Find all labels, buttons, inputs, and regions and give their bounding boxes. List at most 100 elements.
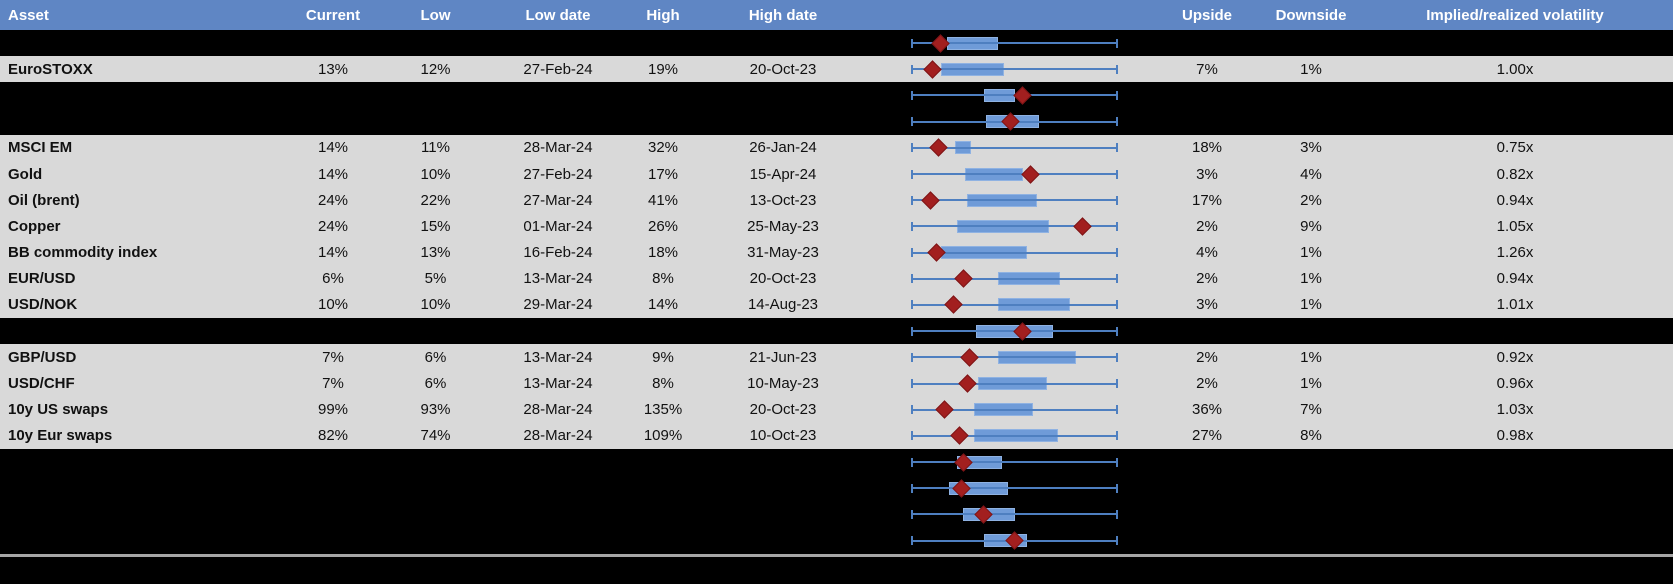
- cell-upside[interactable]: 2%: [1196, 375, 1218, 393]
- col-header-downside[interactable]: Downside: [1275, 6, 1347, 24]
- cell-upside[interactable]: 3%: [1196, 165, 1218, 183]
- cell-current[interactable]: 10%: [317, 296, 349, 314]
- cell-current[interactable]: 13%: [317, 60, 349, 78]
- cell-upside[interactable]: 4%: [1196, 244, 1218, 262]
- cell-implied-realized[interactable]: 1.03x: [1496, 401, 1534, 419]
- col-header-upside[interactable]: Upside: [1181, 6, 1232, 24]
- col-header-high[interactable]: High: [646, 6, 680, 24]
- col-header-high-date[interactable]: High date: [748, 6, 818, 24]
- cell-high[interactable]: 109%: [643, 427, 683, 445]
- cell-high-date[interactable]: 31-May-23: [747, 244, 819, 262]
- cell-current[interactable]: 14%: [317, 139, 349, 157]
- col-header-asset[interactable]: Asset: [8, 6, 49, 24]
- cell-asset[interactable]: Copper: [8, 217, 61, 235]
- cell-low[interactable]: 6%: [424, 348, 447, 366]
- cell-upside[interactable]: 7%: [1196, 60, 1218, 78]
- cell-upside[interactable]: 2%: [1196, 348, 1218, 366]
- cell-low-date[interactable]: 27-Mar-24: [523, 191, 593, 209]
- cell-asset[interactable]: 10y Eur swaps: [8, 427, 113, 445]
- cell-current[interactable]: 24%: [317, 191, 349, 209]
- cell-implied-realized[interactable]: 0.94x: [1496, 270, 1534, 288]
- cell-high-date[interactable]: 20-Oct-23: [749, 270, 817, 288]
- cell-low[interactable]: 15%: [420, 217, 451, 235]
- cell-upside[interactable]: 2%: [1196, 217, 1218, 235]
- cell-current[interactable]: 99%: [317, 401, 349, 419]
- col-header-current[interactable]: Current: [305, 6, 361, 24]
- cell-high[interactable]: 9%: [652, 348, 674, 366]
- cell-asset[interactable]: USD/CHF: [8, 375, 75, 393]
- cell-upside[interactable]: 27%: [1191, 427, 1223, 445]
- cell-current[interactable]: 14%: [317, 244, 349, 262]
- cell-current[interactable]: 24%: [317, 217, 349, 235]
- cell-implied-realized[interactable]: 0.94x: [1496, 191, 1534, 209]
- cell-implied-realized[interactable]: 0.75x: [1496, 139, 1534, 157]
- cell-upside[interactable]: 17%: [1191, 191, 1223, 209]
- col-header-low-date[interactable]: Low date: [525, 6, 591, 24]
- cell-high-date[interactable]: 26-Jan-24: [749, 139, 817, 157]
- cell-upside[interactable]: 18%: [1191, 139, 1223, 157]
- cell-implied-realized[interactable]: 0.98x: [1496, 427, 1534, 445]
- cell-asset[interactable]: EUR/USD: [8, 270, 76, 288]
- cell-high-date[interactable]: 21-Jun-23: [749, 348, 817, 366]
- cell-high[interactable]: 18%: [647, 244, 679, 262]
- cell-current[interactable]: 6%: [322, 270, 344, 288]
- cell-low-date[interactable]: 01-Mar-24: [523, 217, 593, 235]
- cell-upside[interactable]: 36%: [1191, 401, 1223, 419]
- cell-low-date[interactable]: 27-Feb-24: [523, 60, 593, 78]
- cell-implied-realized[interactable]: 1.26x: [1496, 244, 1534, 262]
- cell-downside[interactable]: 7%: [1300, 401, 1322, 419]
- cell-high[interactable]: 26%: [647, 217, 679, 235]
- cell-high[interactable]: 32%: [647, 139, 679, 157]
- cell-low[interactable]: 12%: [420, 60, 451, 78]
- cell-high[interactable]: 17%: [647, 165, 679, 183]
- cell-asset[interactable]: Oil (brent): [8, 191, 80, 209]
- cell-current[interactable]: 14%: [317, 165, 349, 183]
- col-header-implied-realized[interactable]: Implied/realized volatility: [1426, 6, 1604, 24]
- cell-downside[interactable]: 4%: [1300, 165, 1322, 183]
- cell-upside[interactable]: 3%: [1196, 296, 1218, 314]
- cell-low[interactable]: 10%: [420, 296, 451, 314]
- cell-downside[interactable]: 1%: [1300, 348, 1322, 366]
- cell-current[interactable]: 7%: [322, 375, 344, 393]
- cell-low[interactable]: 22%: [420, 191, 451, 209]
- cell-high[interactable]: 14%: [647, 296, 679, 314]
- cell-high[interactable]: 135%: [643, 401, 683, 419]
- cell-downside[interactable]: 1%: [1300, 270, 1322, 288]
- cell-high-date[interactable]: 10-May-23: [747, 375, 819, 393]
- col-header-low[interactable]: Low: [420, 6, 451, 24]
- cell-high-date[interactable]: 13-Oct-23: [749, 191, 817, 209]
- cell-low[interactable]: 13%: [420, 244, 451, 262]
- cell-implied-realized[interactable]: 1.01x: [1496, 296, 1534, 314]
- cell-implied-realized[interactable]: 1.00x: [1496, 60, 1534, 78]
- cell-implied-realized[interactable]: 0.96x: [1496, 375, 1534, 393]
- cell-high[interactable]: 8%: [652, 270, 674, 288]
- cell-low-date[interactable]: 27-Feb-24: [523, 165, 593, 183]
- cell-high[interactable]: 19%: [647, 60, 679, 78]
- cell-asset[interactable]: GBP/USD: [8, 348, 77, 366]
- cell-asset[interactable]: BB commodity index: [8, 244, 158, 262]
- cell-high-date[interactable]: 20-Oct-23: [749, 60, 817, 78]
- cell-current[interactable]: 82%: [317, 427, 349, 445]
- cell-high-date[interactable]: 15-Apr-24: [749, 165, 817, 183]
- cell-low-date[interactable]: 28-Mar-24: [523, 427, 593, 445]
- cell-low[interactable]: 6%: [424, 375, 447, 393]
- cell-low-date[interactable]: 13-Mar-24: [523, 270, 593, 288]
- cell-downside[interactable]: 1%: [1300, 60, 1322, 78]
- cell-asset[interactable]: USD/NOK: [8, 296, 78, 314]
- cell-downside[interactable]: 8%: [1300, 427, 1322, 445]
- cell-downside[interactable]: 9%: [1300, 217, 1322, 235]
- cell-low[interactable]: 11%: [421, 139, 450, 157]
- cell-downside[interactable]: 1%: [1300, 375, 1322, 393]
- cell-implied-realized[interactable]: 0.92x: [1496, 348, 1534, 366]
- cell-implied-realized[interactable]: 0.82x: [1496, 165, 1534, 183]
- cell-low[interactable]: 5%: [424, 270, 447, 288]
- cell-current[interactable]: 7%: [322, 348, 344, 366]
- cell-downside[interactable]: 3%: [1300, 139, 1322, 157]
- cell-implied-realized[interactable]: 1.05x: [1496, 217, 1534, 235]
- cell-low-date[interactable]: 13-Mar-24: [523, 348, 593, 366]
- cell-asset[interactable]: EuroSTOXX: [8, 60, 93, 78]
- cell-high[interactable]: 8%: [652, 375, 674, 393]
- cell-low-date[interactable]: 28-Mar-24: [523, 401, 593, 419]
- cell-low[interactable]: 10%: [420, 165, 451, 183]
- cell-low[interactable]: 93%: [420, 401, 451, 419]
